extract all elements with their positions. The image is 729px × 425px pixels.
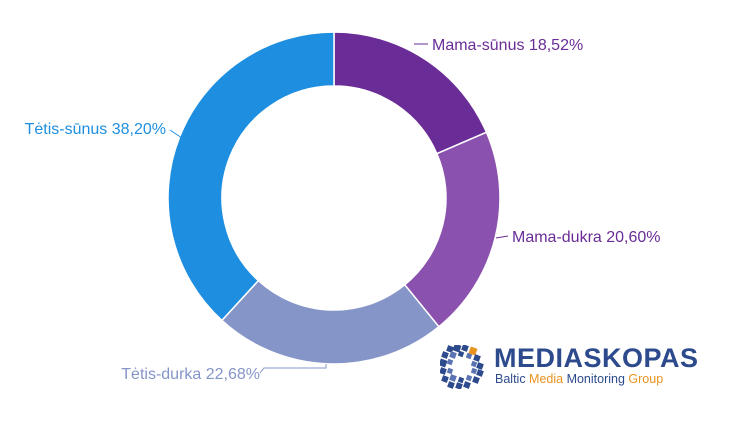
logo-dot bbox=[441, 375, 449, 383]
logo-dot bbox=[449, 351, 457, 359]
logo-dot bbox=[476, 362, 484, 370]
logo-dot bbox=[440, 367, 447, 375]
logo-tagline-accent: Media bbox=[529, 372, 563, 386]
donut-slice-tėtis-durka bbox=[222, 281, 439, 364]
leader-line bbox=[496, 236, 508, 238]
slice-label: Mama-dukra 20,60% bbox=[512, 229, 661, 246]
slice-label: Mama-sūnus 18,52% bbox=[432, 37, 583, 54]
logo-dot bbox=[446, 345, 454, 353]
logo-dot bbox=[458, 377, 464, 383]
logo-dot bbox=[447, 381, 455, 389]
logo-dot bbox=[441, 351, 449, 359]
logo-tagline-part2: Monitoring bbox=[563, 372, 628, 386]
logo-dot bbox=[476, 369, 484, 377]
logo-dot bbox=[447, 368, 453, 374]
logo-mark-icon bbox=[440, 345, 484, 389]
logo-tagline-accent2: Group bbox=[628, 372, 663, 386]
mediaskopas-logo: MEDIASKOPAS Baltic Media Monitoring Grou… bbox=[440, 345, 680, 389]
logo-dot bbox=[461, 345, 469, 352]
logo-dot bbox=[466, 375, 472, 381]
donut-slice-tėtis-sūnus bbox=[168, 32, 334, 320]
logo-dot bbox=[440, 359, 447, 368]
logo-dot bbox=[472, 376, 480, 384]
donut-slice-mama-dukra bbox=[405, 132, 500, 326]
logo-dot bbox=[447, 359, 453, 365]
logo-dot bbox=[471, 361, 477, 367]
logo-dot bbox=[463, 381, 471, 389]
logo-dot bbox=[449, 374, 457, 382]
slice-label: Tėtis-durka 22,68% bbox=[121, 366, 260, 383]
slice-label: Tėtis-sūnus 38,20% bbox=[25, 121, 166, 138]
logo-dot bbox=[473, 354, 481, 362]
logo-dot bbox=[455, 382, 463, 389]
logo-tagline: Baltic Media Monitoring Group bbox=[495, 372, 663, 386]
logo-name: MEDIASKOPAS bbox=[494, 343, 699, 374]
logo-dot bbox=[471, 368, 477, 374]
leader-line bbox=[260, 364, 326, 373]
logo-tagline-part1: Baltic bbox=[495, 372, 529, 386]
